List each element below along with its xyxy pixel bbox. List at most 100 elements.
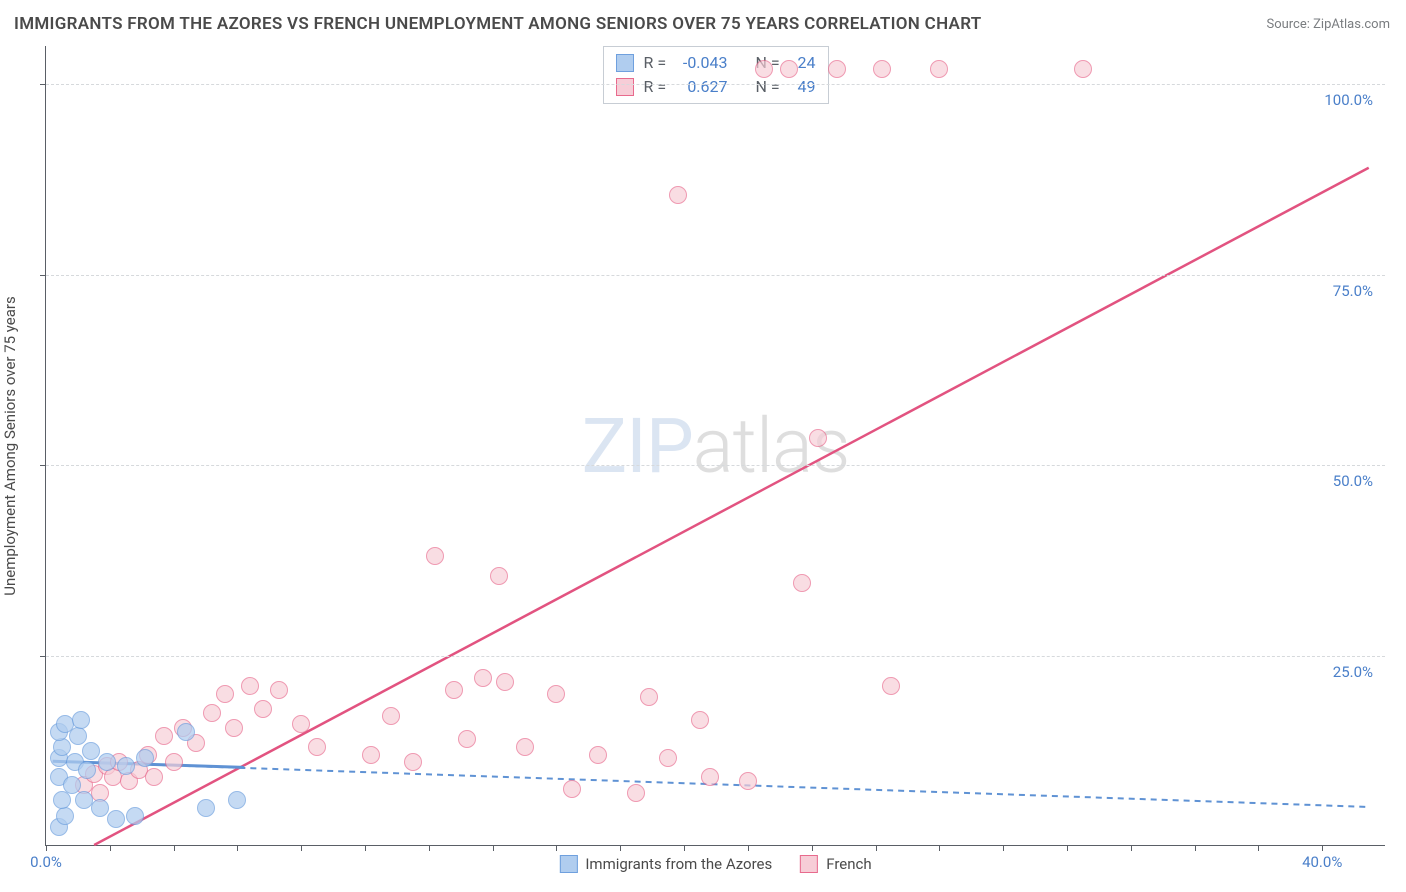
- x-tick-label: 0.0%: [30, 853, 62, 871]
- x-tick: [301, 845, 302, 851]
- data-point-french: [755, 60, 773, 78]
- x-tick: [174, 845, 175, 851]
- x-tick: [1258, 845, 1259, 851]
- data-point-azores: [53, 738, 71, 756]
- data-point-azores: [63, 776, 81, 794]
- data-point-french: [490, 567, 508, 585]
- trend-lines: [46, 46, 1385, 845]
- x-tick: [110, 845, 111, 851]
- data-point-french: [640, 688, 658, 706]
- legend-label-azores: Immigrants from the Azores: [585, 855, 772, 873]
- data-point-french: [426, 547, 444, 565]
- data-point-french: [165, 753, 183, 771]
- data-point-french: [873, 60, 891, 78]
- legend-item-french: French: [800, 855, 871, 873]
- bottom-legend: Immigrants from the Azores French: [559, 855, 871, 873]
- data-point-french: [270, 681, 288, 699]
- data-point-azores: [91, 799, 109, 817]
- scatter-plot: ZIPatlas R = -0.043 N = 24 R = 0.627 N =…: [45, 46, 1385, 846]
- data-point-french: [659, 749, 677, 767]
- data-point-french: [669, 186, 687, 204]
- data-point-azores: [56, 807, 74, 825]
- data-point-french: [474, 669, 492, 687]
- x-tick: [620, 845, 621, 851]
- watermark-zip: ZIP: [582, 401, 693, 491]
- chart-title: IMMIGRANTS FROM THE AZORES VS FRENCH UNE…: [14, 14, 982, 34]
- r-value-azores: -0.043: [680, 51, 728, 75]
- swatch-azores: [559, 855, 577, 873]
- swatch-azores: [616, 54, 634, 72]
- x-tick: [1131, 845, 1132, 851]
- data-point-azores: [197, 799, 215, 817]
- data-point-azores: [82, 742, 100, 760]
- x-tick: [1003, 845, 1004, 851]
- y-tick-label: 75.0%: [1333, 282, 1373, 300]
- y-tick-label: 100.0%: [1324, 91, 1373, 109]
- gridline: [46, 465, 1385, 466]
- data-point-french: [627, 784, 645, 802]
- data-point-french: [382, 707, 400, 725]
- x-tick: [365, 845, 366, 851]
- data-point-azores: [98, 753, 116, 771]
- data-point-french: [882, 677, 900, 695]
- x-tick: [429, 845, 430, 851]
- data-point-french: [145, 768, 163, 786]
- x-tick: [237, 845, 238, 851]
- data-point-french: [809, 429, 827, 447]
- data-point-french: [780, 60, 798, 78]
- data-point-french: [793, 574, 811, 592]
- x-tick: [46, 845, 47, 851]
- data-point-french: [828, 60, 846, 78]
- data-point-azores: [69, 727, 87, 745]
- data-point-french: [458, 730, 476, 748]
- data-point-azores: [107, 810, 125, 828]
- data-point-azores: [228, 791, 246, 809]
- data-point-french: [516, 738, 534, 756]
- data-point-french: [155, 727, 173, 745]
- stats-row-french: R = 0.627 N = 49: [616, 75, 816, 99]
- data-point-french: [225, 719, 243, 737]
- data-point-azores: [177, 723, 195, 741]
- y-tick: [40, 275, 46, 276]
- y-tick-label: 25.0%: [1333, 663, 1373, 681]
- gridline: [46, 656, 1385, 657]
- n-label: N =: [756, 75, 782, 99]
- data-point-azores: [78, 761, 96, 779]
- watermark-atlas: atlas: [693, 401, 850, 491]
- x-tick: [1195, 845, 1196, 851]
- y-axis-label: Unemployment Among Seniors over 75 years: [1, 296, 19, 595]
- data-point-french: [563, 780, 581, 798]
- data-point-french: [241, 677, 259, 695]
- data-point-azores: [136, 749, 154, 767]
- data-point-azores: [117, 757, 135, 775]
- x-tick: [939, 845, 940, 851]
- r-label: R =: [644, 51, 670, 75]
- data-point-french: [404, 753, 422, 771]
- x-tick: [812, 845, 813, 851]
- data-point-azores: [126, 807, 144, 825]
- data-point-french: [308, 738, 326, 756]
- data-point-french: [691, 711, 709, 729]
- x-tick-label: 40.0%: [1302, 853, 1342, 871]
- data-point-french: [362, 746, 380, 764]
- data-point-french: [739, 772, 757, 790]
- legend-item-azores: Immigrants from the Azores: [559, 855, 772, 873]
- y-tick: [40, 656, 46, 657]
- data-point-french: [496, 673, 514, 691]
- data-point-french: [216, 685, 234, 703]
- r-value-french: 0.627: [680, 75, 728, 99]
- legend-label-french: French: [826, 855, 871, 873]
- x-tick: [876, 845, 877, 851]
- data-point-french: [445, 681, 463, 699]
- y-tick-label: 50.0%: [1333, 472, 1373, 490]
- x-tick: [1322, 845, 1323, 851]
- data-point-french: [547, 685, 565, 703]
- r-label: R =: [644, 75, 670, 99]
- x-tick: [684, 845, 685, 851]
- n-value-french: 49: [792, 75, 816, 99]
- data-point-french: [1074, 60, 1092, 78]
- y-tick: [40, 84, 46, 85]
- x-tick: [748, 845, 749, 851]
- watermark: ZIPatlas: [582, 401, 850, 491]
- swatch-french: [800, 855, 818, 873]
